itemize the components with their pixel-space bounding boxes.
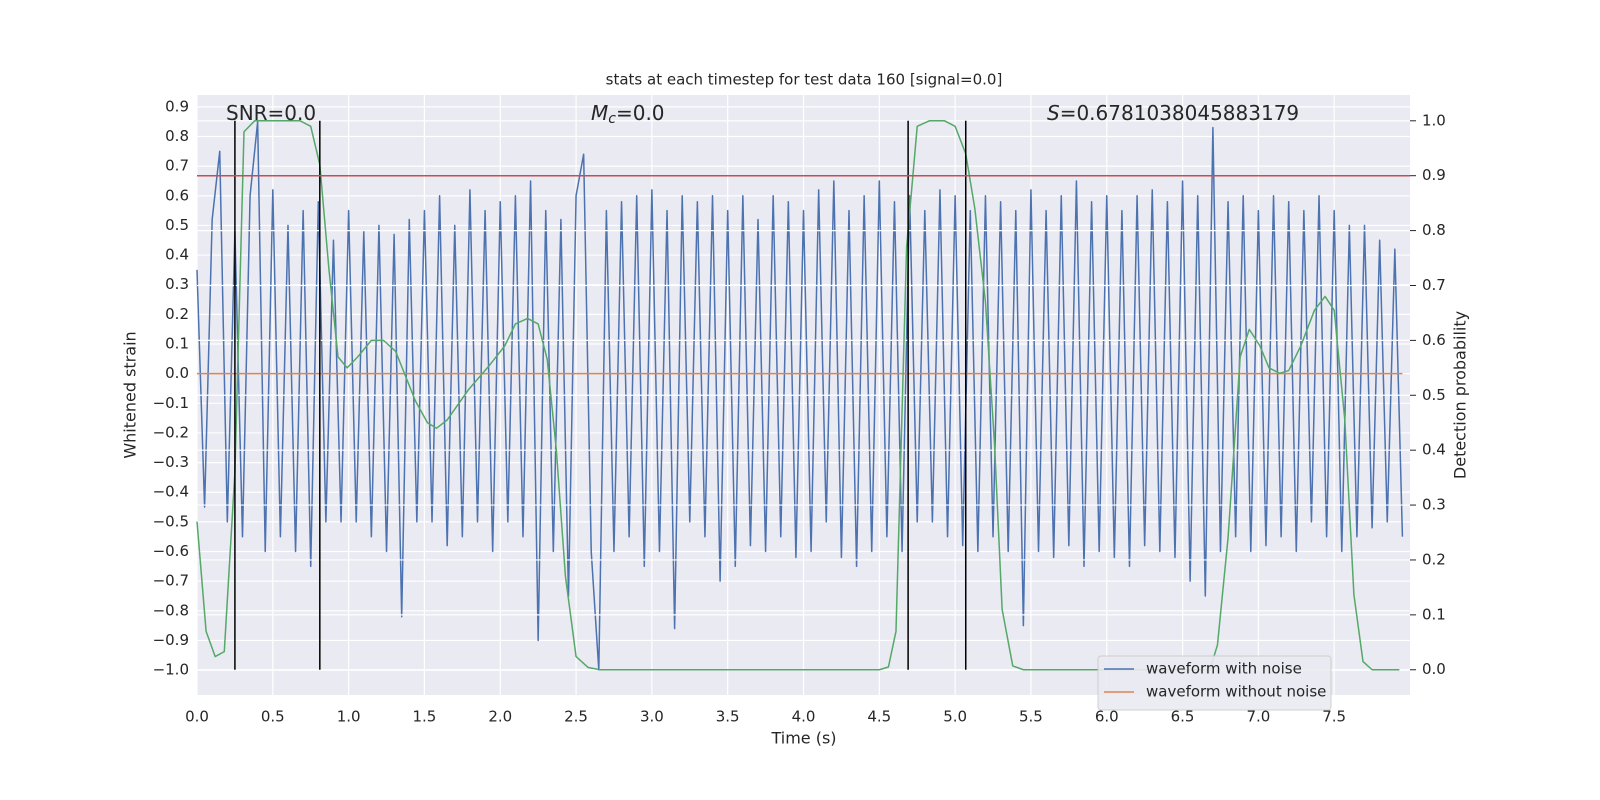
- y-tick-label: −0.9: [153, 631, 189, 649]
- y-tick-label: −0.4: [153, 483, 189, 501]
- y-tick-label: 0.1: [165, 335, 189, 353]
- y2-axis-label: Detection probability: [1451, 311, 1470, 479]
- y2-tick-label: 0.3: [1422, 496, 1446, 514]
- y2-tick-label: 0.0: [1422, 660, 1446, 678]
- x-tick-label: 1.5: [413, 708, 437, 726]
- y-tick-label: −0.8: [153, 601, 189, 619]
- x-tick-label: 5.0: [943, 708, 967, 726]
- y2-tick-label: 1.0: [1422, 111, 1446, 129]
- annotation: SNR=0.0: [226, 101, 316, 125]
- y2-tick-label: 0.2: [1422, 550, 1446, 568]
- y-tick-label: −1.0: [153, 661, 189, 679]
- annotation-symbol: S: [1047, 101, 1060, 125]
- y-tick-label: 0.9: [165, 97, 189, 115]
- y-tick-label: 0.7: [165, 157, 189, 175]
- x-tick-label: 4.0: [792, 708, 816, 726]
- x-tick-label: 2.5: [564, 708, 588, 726]
- y2-tick-label: 0.9: [1422, 166, 1446, 184]
- x-tick-label: 5.5: [1019, 708, 1043, 726]
- y2-tick-label: 0.1: [1422, 605, 1446, 623]
- y-tick-label: −0.5: [153, 512, 189, 530]
- annotation-symbol: M: [591, 101, 608, 125]
- y-tick-label: 0.5: [165, 216, 189, 234]
- y-tick-label: −0.7: [153, 572, 189, 590]
- y-tick-label: 0.8: [165, 127, 189, 145]
- x-tick-label: 3.5: [716, 708, 740, 726]
- annotation-text: =0.0: [616, 101, 665, 125]
- annotation-subscript: c: [608, 111, 616, 127]
- legend-label: waveform without noise: [1146, 683, 1326, 701]
- x-tick-label: 2.0: [488, 708, 512, 726]
- legend-box: [1097, 655, 1332, 711]
- annotation: S=0.6781038045883179: [1047, 101, 1299, 125]
- y-tick-label: 0.4: [165, 246, 189, 264]
- series-line: [196, 120, 1404, 671]
- series-line: [196, 120, 1400, 671]
- x-tick-label: 7.0: [1246, 708, 1270, 726]
- annotation-text: =0.6781038045883179: [1060, 101, 1299, 125]
- y-tick-label: 0.0: [165, 364, 189, 382]
- y2-tick-label: 0.4: [1422, 441, 1446, 459]
- y2-tick-label: 0.7: [1422, 276, 1446, 294]
- y-tick-label: 0.2: [165, 305, 189, 323]
- y2-tick-label: 0.5: [1422, 386, 1446, 404]
- chart-title: stats at each timestep for test data 160…: [606, 71, 1003, 89]
- y-tick-label: −0.2: [153, 423, 189, 441]
- annotation: Mc=0.0: [591, 101, 665, 128]
- y2-tick-label: 0.6: [1422, 331, 1446, 349]
- y2-tick-label: 0.8: [1422, 221, 1446, 239]
- y-tick-label: −0.6: [153, 542, 189, 560]
- x-tick-label: 6.5: [1171, 708, 1195, 726]
- x-tick-label: 0.5: [261, 708, 285, 726]
- y-tick-label: 0.6: [165, 186, 189, 204]
- legend-label: waveform with noise: [1146, 660, 1302, 678]
- y-axis-label: Whitened strain: [121, 331, 140, 458]
- x-tick-label: 3.0: [640, 708, 664, 726]
- x-tick-label: 6.0: [1095, 708, 1119, 726]
- annotation-text: SNR=0.0: [226, 101, 316, 125]
- y-tick-label: −0.3: [153, 453, 189, 471]
- x-tick-label: 1.0: [337, 708, 361, 726]
- x-tick-label: 7.5: [1322, 708, 1346, 726]
- y-tick-label: −0.1: [153, 394, 189, 412]
- x-tick-label: 4.5: [867, 708, 891, 726]
- x-axis-label: Time (s): [770, 729, 836, 748]
- y-tick-label: 0.3: [165, 275, 189, 293]
- x-tick-label: 0.0: [185, 708, 209, 726]
